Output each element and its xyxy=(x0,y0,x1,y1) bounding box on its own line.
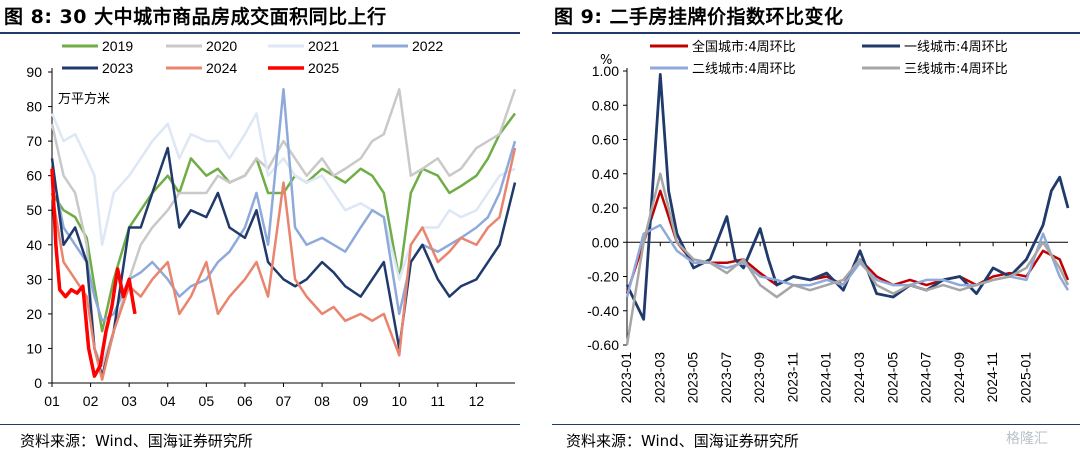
right-chart-title: 图 9: 二手房挂牌价指数环比变化 xyxy=(554,6,844,28)
right-y-tick-label: -0.20 xyxy=(587,269,619,285)
right-x-tick-label: 2024-09 xyxy=(951,352,967,404)
right-x-tick-label: 2023-07 xyxy=(718,352,734,404)
left-chart-title: 图 8: 30 大中城市商品房成交面积同比上行 xyxy=(4,6,387,28)
left-x-tick-label: 10 xyxy=(391,393,407,409)
left-y-tick-label: 50 xyxy=(26,202,42,218)
legend-label-1: 全国城市:4周环比 xyxy=(692,39,796,55)
left-y-tick-label: 60 xyxy=(26,168,42,184)
left-title-rule xyxy=(0,32,520,34)
right-y-tick-label: 0.00 xyxy=(592,234,619,250)
left-x-tick-label: 05 xyxy=(199,393,215,409)
right-source-note: 资料来源：Wind、国海证券研究所 xyxy=(566,432,799,450)
left-x-tick-label: 11 xyxy=(431,393,446,409)
right-y-tick-label: 0.20 xyxy=(592,200,619,216)
right-y-axis-unit: % xyxy=(600,53,612,68)
left-source-note: 资料来源：Wind、国海证券研究所 xyxy=(20,432,253,450)
left-x-tick-label: 03 xyxy=(121,393,137,409)
legend-label-2023: 2023 xyxy=(102,60,133,76)
right-x-tick-label: 2025-01 xyxy=(1017,352,1033,404)
legend-label-4: 三线城市:4周环比 xyxy=(904,61,1008,77)
right-y-tick-label: 1.00 xyxy=(592,63,619,79)
right-x-tick-label: 2023-03 xyxy=(651,352,667,404)
legend-label-2: 一线城市:4周环比 xyxy=(904,39,1008,55)
left-y-tick-label: 20 xyxy=(26,306,42,322)
legend-label-2021: 2021 xyxy=(308,38,339,54)
series-line-2 xyxy=(625,73,1070,321)
left-x-tick-label: 09 xyxy=(353,393,369,409)
left-x-tick-label: 06 xyxy=(237,393,253,409)
left-x-tick-label: 07 xyxy=(276,393,292,409)
left-chart: 0 10 20 30 40 50 60 70 80 90 01 02 03 04 05 06 07 08 09 10 1… xyxy=(26,38,517,409)
right-bottom-rule xyxy=(552,424,1080,425)
left-y-tick-label: 90 xyxy=(26,64,42,80)
right-x-tick-label: 2023-05 xyxy=(685,352,701,404)
left-x-tick-label: 08 xyxy=(314,393,330,409)
left-bottom-rule xyxy=(0,424,520,425)
series-line-2025 xyxy=(50,168,137,378)
legend-label-2025: 2025 xyxy=(308,60,339,76)
right-x-tick-label: 2024-07 xyxy=(918,352,934,404)
right-y-tick-label: -0.60 xyxy=(587,337,619,353)
left-y-tick-label: 40 xyxy=(26,237,42,253)
left-y-tick-label: 70 xyxy=(26,133,42,149)
series-line-2024 xyxy=(50,147,517,381)
legend-label-2022: 2022 xyxy=(412,38,443,54)
right-y-tick-label: 0.60 xyxy=(592,132,619,148)
right-x-tick-label: 2024-11 xyxy=(984,352,1000,403)
right-x-tick-label: 2023-09 xyxy=(751,352,767,404)
legend-label-3: 二线城市:4周环比 xyxy=(692,61,796,77)
series-line-2020 xyxy=(50,88,517,367)
legend-label-2019: 2019 xyxy=(102,38,133,54)
right-x-tick-label: 2023-11 xyxy=(784,352,800,403)
watermark-text: 格隆汇 xyxy=(1006,431,1048,447)
left-x-tick-label: 02 xyxy=(83,393,99,409)
series-line-2023 xyxy=(50,146,517,378)
right-x-tick-label: 2023-01 xyxy=(618,352,634,404)
right-x-tick-label: 2024-05 xyxy=(884,352,900,404)
right-y-tick-label: -0.40 xyxy=(587,303,619,319)
left-x-tick-label: 04 xyxy=(160,393,176,409)
left-x-tick-label: 12 xyxy=(469,393,485,409)
right-x-tick-label: 2024-01 xyxy=(818,352,834,404)
series-line-4 xyxy=(625,172,1070,346)
left-y-tick-label: 30 xyxy=(26,271,42,287)
right-title-rule xyxy=(552,32,1080,34)
left-y-axis-unit: 万平方米 xyxy=(58,91,110,107)
left-y-tick-label: 80 xyxy=(26,99,42,115)
right-chart: -0.60 -0.40 -0.20 0.00 0.20 0.40 0.60 0.80 1.00 2… xyxy=(587,39,1070,404)
watermark-logo: 格隆汇 xyxy=(1006,428,1048,448)
legend-label-2024: 2024 xyxy=(206,60,237,76)
left-x-tick-label: 01 xyxy=(44,393,60,409)
legend-label-2020: 2020 xyxy=(206,38,237,54)
series-line-3 xyxy=(625,223,1070,298)
left-y-tick-label: 0 xyxy=(34,375,42,391)
left-y-tick-label: 10 xyxy=(26,340,42,356)
right-y-tick-label: 0.80 xyxy=(592,97,619,113)
right-y-tick-label: 0.40 xyxy=(592,166,619,182)
right-x-tick-label: 2024-03 xyxy=(851,352,867,404)
